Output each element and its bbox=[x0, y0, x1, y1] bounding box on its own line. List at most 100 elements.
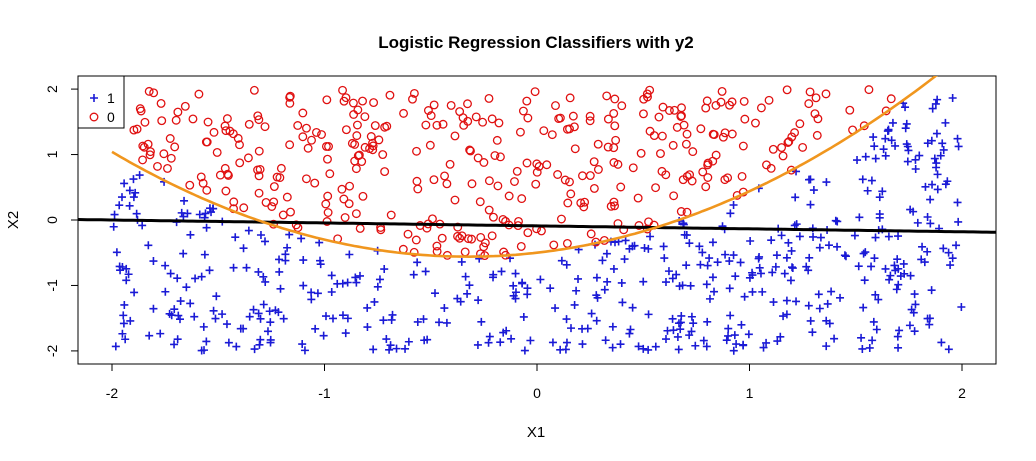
data-point-class-1 bbox=[119, 311, 128, 320]
data-point-class-0 bbox=[672, 122, 682, 132]
data-point-class-1 bbox=[477, 317, 486, 326]
data-point-class-0 bbox=[585, 111, 595, 121]
data-point-class-0 bbox=[269, 182, 279, 192]
data-point-class-0 bbox=[658, 102, 668, 112]
data-point-class-0 bbox=[611, 135, 621, 145]
data-point-class-1 bbox=[380, 265, 389, 274]
data-point-class-0 bbox=[688, 147, 698, 157]
data-point-class-0 bbox=[531, 179, 541, 189]
data-point-class-1 bbox=[562, 315, 571, 324]
data-point-class-1 bbox=[930, 154, 939, 163]
data-point-class-0 bbox=[358, 191, 368, 201]
data-point-class-0 bbox=[432, 241, 442, 251]
data-point-class-1 bbox=[822, 316, 831, 325]
data-point-class-0 bbox=[286, 207, 295, 217]
data-point-class-1 bbox=[352, 278, 361, 287]
data-point-class-1 bbox=[186, 230, 195, 239]
data-point-class-0 bbox=[255, 164, 265, 174]
data-point-class-0 bbox=[352, 120, 362, 130]
data-point-class-1 bbox=[351, 273, 360, 282]
data-point-class-1 bbox=[578, 324, 587, 333]
data-point-class-1 bbox=[174, 311, 183, 320]
data-point-class-0 bbox=[163, 163, 172, 173]
data-point-class-0 bbox=[676, 207, 686, 216]
data-point-class-0 bbox=[353, 105, 363, 115]
data-point-class-1 bbox=[744, 330, 753, 339]
data-point-class-1 bbox=[923, 212, 932, 221]
data-point-class-1 bbox=[870, 142, 879, 151]
data-point-class-1 bbox=[646, 232, 655, 241]
data-point-class-1 bbox=[601, 336, 610, 345]
data-point-class-1 bbox=[345, 250, 354, 259]
data-point-class-1 bbox=[779, 312, 788, 321]
data-point-class-1 bbox=[689, 319, 698, 328]
data-point-class-1 bbox=[698, 248, 707, 257]
data-point-class-0 bbox=[185, 180, 195, 190]
data-point-class-1 bbox=[780, 269, 789, 278]
data-point-class-1 bbox=[266, 318, 275, 327]
data-point-class-0 bbox=[348, 98, 358, 108]
data-point-class-0 bbox=[254, 188, 264, 198]
data-point-class-1 bbox=[526, 336, 535, 345]
data-point-class-0 bbox=[682, 171, 692, 181]
data-point-class-0 bbox=[717, 86, 727, 96]
data-point-class-1 bbox=[419, 315, 428, 324]
data-point-class-1 bbox=[776, 332, 785, 341]
data-point-class-0 bbox=[651, 183, 661, 193]
data-point-class-1 bbox=[804, 266, 813, 275]
data-point-class-1 bbox=[145, 331, 154, 340]
data-point-class-1 bbox=[721, 250, 730, 259]
data-point-class-0 bbox=[344, 199, 354, 209]
data-point-class-1 bbox=[804, 301, 813, 310]
data-point-class-1 bbox=[808, 328, 817, 337]
data-point-class-1 bbox=[895, 326, 904, 335]
data-point-class-1 bbox=[200, 250, 209, 259]
data-point-class-1 bbox=[925, 320, 934, 329]
data-point-class-1 bbox=[786, 276, 795, 285]
data-point-class-1 bbox=[702, 280, 711, 289]
data-point-class-1 bbox=[256, 335, 265, 344]
data-point-class-1 bbox=[957, 302, 966, 311]
data-point-class-1 bbox=[224, 338, 233, 347]
data-point-class-0 bbox=[338, 85, 348, 95]
data-point-class-0 bbox=[510, 177, 519, 186]
data-point-class-1 bbox=[211, 314, 220, 323]
data-point-class-1 bbox=[762, 338, 771, 347]
data-point-class-0 bbox=[350, 156, 360, 166]
data-point-class-1 bbox=[499, 328, 508, 337]
data-point-class-1 bbox=[746, 237, 755, 246]
data-point-class-0 bbox=[298, 108, 308, 118]
data-point-class-0 bbox=[698, 167, 708, 177]
data-point-class-1 bbox=[941, 118, 950, 127]
data-point-class-1 bbox=[618, 298, 627, 307]
data-point-class-1 bbox=[861, 248, 870, 257]
data-point-class-1 bbox=[285, 230, 294, 239]
data-point-class-0 bbox=[301, 174, 311, 184]
data-point-class-1 bbox=[881, 264, 890, 273]
data-point-class-0 bbox=[450, 195, 460, 205]
data-point-class-0 bbox=[864, 85, 874, 95]
data-point-class-1 bbox=[592, 273, 601, 282]
data-point-class-1 bbox=[875, 210, 884, 219]
data-point-class-1 bbox=[928, 104, 937, 113]
data-point-class-1 bbox=[173, 274, 182, 283]
data-point-class-0 bbox=[593, 165, 603, 174]
data-point-class-1 bbox=[952, 241, 961, 250]
decision-boundaries bbox=[78, 76, 996, 259]
data-point-class-0 bbox=[579, 202, 589, 212]
data-point-class-0 bbox=[589, 157, 599, 167]
data-point-class-0 bbox=[324, 142, 333, 151]
data-point-class-0 bbox=[811, 93, 821, 103]
data-point-class-0 bbox=[610, 201, 620, 211]
data-point-class-0 bbox=[466, 146, 475, 156]
x-axis-label: X1 bbox=[527, 424, 545, 441]
data-point-class-1 bbox=[511, 288, 520, 297]
data-point-class-1 bbox=[836, 293, 845, 302]
data-point-class-0 bbox=[636, 148, 646, 158]
data-point-class-1 bbox=[327, 271, 336, 280]
data-point-class-1 bbox=[461, 272, 470, 281]
data-point-class-1 bbox=[755, 252, 764, 261]
data-point-class-0 bbox=[778, 151, 788, 161]
data-point-class-0 bbox=[460, 247, 470, 257]
